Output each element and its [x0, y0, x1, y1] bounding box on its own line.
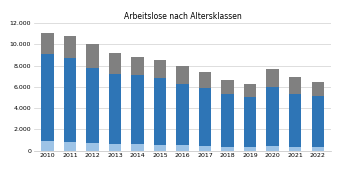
Bar — [86, 44, 99, 68]
Bar — [312, 81, 324, 96]
Bar — [64, 58, 76, 142]
Bar — [199, 72, 211, 88]
Bar — [244, 97, 256, 147]
Bar — [199, 88, 211, 146]
Bar — [312, 147, 324, 151]
Bar — [154, 145, 166, 151]
Bar — [109, 74, 121, 144]
Bar — [312, 96, 324, 147]
Bar — [266, 87, 279, 146]
Bar — [266, 69, 279, 87]
Bar — [266, 146, 279, 151]
Bar — [289, 147, 301, 151]
Bar — [131, 57, 144, 75]
Bar — [109, 53, 121, 74]
Bar — [86, 143, 99, 151]
Bar — [289, 94, 301, 147]
Bar — [41, 54, 53, 141]
Bar — [244, 147, 256, 151]
Bar — [221, 146, 234, 151]
Bar — [176, 66, 189, 84]
Bar — [86, 68, 99, 143]
Title: Arbeitslose nach Altersklassen: Arbeitslose nach Altersklassen — [124, 12, 241, 21]
Bar — [64, 142, 76, 151]
Bar — [221, 80, 234, 95]
Bar — [131, 144, 144, 151]
Bar — [41, 33, 53, 54]
Bar — [41, 141, 53, 151]
Bar — [131, 75, 144, 144]
Bar — [154, 78, 166, 145]
Bar — [244, 84, 256, 97]
Bar — [221, 95, 234, 146]
Bar — [176, 145, 189, 151]
Bar — [109, 144, 121, 151]
Bar — [289, 77, 301, 94]
Bar — [176, 84, 189, 145]
Bar — [199, 146, 211, 151]
Bar — [64, 36, 76, 58]
Bar — [154, 60, 166, 78]
Legend: 15 bis unter 25 Jahre, 25 bis unter 55 Jahre, 55 Jahre und älter: 15 bis unter 25 Jahre, 25 bis unter 55 J… — [87, 192, 278, 193]
